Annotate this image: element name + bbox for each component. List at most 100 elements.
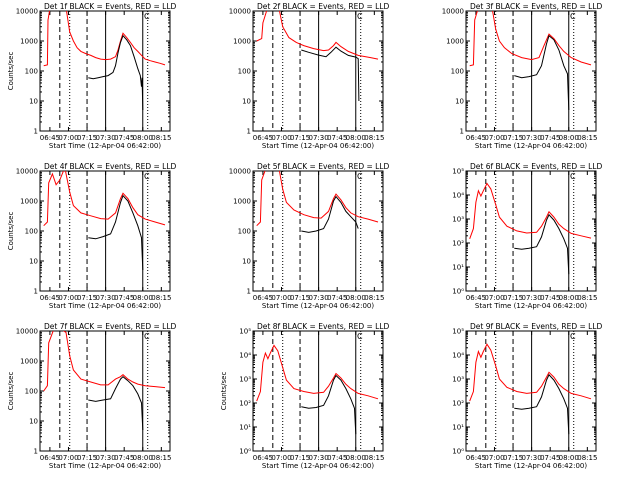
y-tick-label: 10¹ — [239, 424, 251, 432]
y-tick-label: 10³ — [239, 376, 251, 384]
x-tick-label: 06:45 — [466, 454, 486, 462]
x-tick-label: 07:15 — [503, 294, 523, 302]
x-axis-label: Start Time (12-Apr-04 06:42:00) — [49, 462, 161, 470]
x-tick-label: 06:45 — [253, 454, 273, 462]
x-tick-label: 07:30 — [96, 454, 116, 462]
series-line-lld — [469, 11, 592, 67]
x-tick-label: 07:15 — [77, 294, 97, 302]
x-tick-label: 07:30 — [309, 294, 329, 302]
y-tick-label: 10² — [452, 240, 464, 248]
y-tick-label: 10 — [242, 258, 251, 266]
y-tick-label: 10⁵ — [452, 328, 464, 336]
series-line-events — [88, 194, 144, 271]
y-tick-label: 10⁰ — [239, 448, 251, 456]
series-line-lld — [256, 344, 379, 402]
x-tick-label: 07:45 — [540, 134, 560, 142]
panel-title: Det 5f BLACK = Events, RED = LLD — [257, 162, 390, 171]
y-tick-label: 100 — [25, 68, 38, 76]
x-tick-label: 08:15 — [577, 454, 597, 462]
x-tick-label: 08:00 — [133, 134, 153, 142]
y-tick-label: 10³ — [452, 216, 464, 224]
x-tick-label: 08:00 — [346, 294, 366, 302]
panel-title: Det 7f BLACK = Events, RED = LLD — [44, 322, 177, 331]
x-tick-label: 07:30 — [309, 454, 329, 462]
annotation-label: C — [144, 12, 150, 21]
y-tick-label: 100 — [25, 228, 38, 236]
annotation-label: C — [357, 12, 363, 21]
x-tick-label: 06:45 — [40, 294, 60, 302]
y-tick-label: 100 — [451, 68, 464, 76]
y-tick-label: 1000 — [20, 198, 38, 206]
x-tick-label: 07:15 — [77, 134, 97, 142]
y-tick-label: 10⁵ — [239, 328, 251, 336]
series-line-lld — [256, 11, 379, 60]
y-tick-label: 10⁰ — [452, 288, 464, 296]
y-tick-label: 10000 — [229, 8, 251, 16]
y-tick-label: 1000 — [233, 198, 251, 206]
y-tick-label: 10² — [239, 400, 251, 408]
x-axis-label: Start Time (12-Apr-04 06:42:00) — [262, 142, 374, 150]
x-tick-label: 07:00 — [271, 134, 291, 142]
x-tick-label: 08:15 — [151, 134, 171, 142]
series-line-events — [301, 374, 357, 435]
x-tick-label: 07:15 — [503, 454, 523, 462]
y-tick-label: 10⁰ — [452, 448, 464, 456]
x-tick-label: 07:30 — [522, 134, 542, 142]
y-tick-label: 1 — [247, 128, 251, 136]
x-tick-label: 06:45 — [466, 294, 486, 302]
x-axis-label: Start Time (12-Apr-04 06:42:00) — [475, 142, 587, 150]
x-tick-label: 08:15 — [577, 294, 597, 302]
x-tick-label: 07:00 — [484, 134, 504, 142]
series-line-events — [514, 373, 570, 435]
series-line-lld — [256, 171, 379, 227]
x-tick-label: 07:00 — [484, 454, 504, 462]
panel-title: Det 6f BLACK = Events, RED = LLD — [470, 162, 603, 171]
x-tick-label: 07:15 — [290, 454, 310, 462]
x-axis-label: Start Time (12-Apr-04 06:42:00) — [49, 302, 161, 310]
y-tick-label: 10⁴ — [239, 352, 251, 360]
y-tick-label: 100 — [238, 68, 251, 76]
panel-title: Det 2f BLACK = Events, RED = LLD — [257, 2, 390, 11]
x-tick-label: 07:45 — [327, 454, 347, 462]
y-tick-label: 10000 — [229, 168, 251, 176]
annotation-label: C — [570, 332, 576, 341]
x-tick-label: 07:45 — [114, 454, 134, 462]
x-tick-label: 06:45 — [466, 134, 486, 142]
x-tick-label: 08:00 — [346, 134, 366, 142]
x-tick-label: 07:45 — [540, 454, 560, 462]
y-tick-label: 100 — [25, 388, 38, 396]
x-tick-label: 08:15 — [364, 294, 384, 302]
x-tick-label: 07:45 — [327, 134, 347, 142]
y-tick-label: 10 — [29, 418, 38, 426]
series-line-lld — [43, 171, 166, 227]
panel-title: Det 9f BLACK = Events, RED = LLD — [470, 322, 603, 331]
x-tick-label: 07:45 — [327, 294, 347, 302]
x-tick-label: 07:30 — [522, 294, 542, 302]
annotation-label: C — [357, 172, 363, 181]
annotation-label: C — [570, 12, 576, 21]
panel-title: Det 1f BLACK = Events, RED = LLD — [44, 2, 177, 11]
x-axis-label: Start Time (12-Apr-04 06:42:00) — [262, 462, 374, 470]
y-tick-label: 10⁴ — [452, 352, 464, 360]
y-tick-label: 10000 — [16, 168, 38, 176]
y-tick-label: 1 — [34, 448, 38, 456]
y-tick-label: 1000 — [233, 38, 251, 46]
y-tick-label: 10 — [455, 98, 464, 106]
x-axis-label: Start Time (12-Apr-04 06:42:00) — [475, 462, 587, 470]
plot-frame — [465, 170, 597, 292]
x-tick-label: 06:45 — [40, 454, 60, 462]
series-line-events — [88, 34, 144, 111]
x-axis-label: Start Time (12-Apr-04 06:42:00) — [475, 302, 587, 310]
series-line-events — [88, 376, 144, 431]
x-tick-label: 07:45 — [114, 134, 134, 142]
series-line-lld — [43, 11, 166, 67]
x-tick-label: 08:00 — [559, 454, 579, 462]
x-tick-label: 07:15 — [77, 454, 97, 462]
y-tick-label: 1 — [34, 128, 38, 136]
x-tick-label: 07:00 — [58, 134, 78, 142]
